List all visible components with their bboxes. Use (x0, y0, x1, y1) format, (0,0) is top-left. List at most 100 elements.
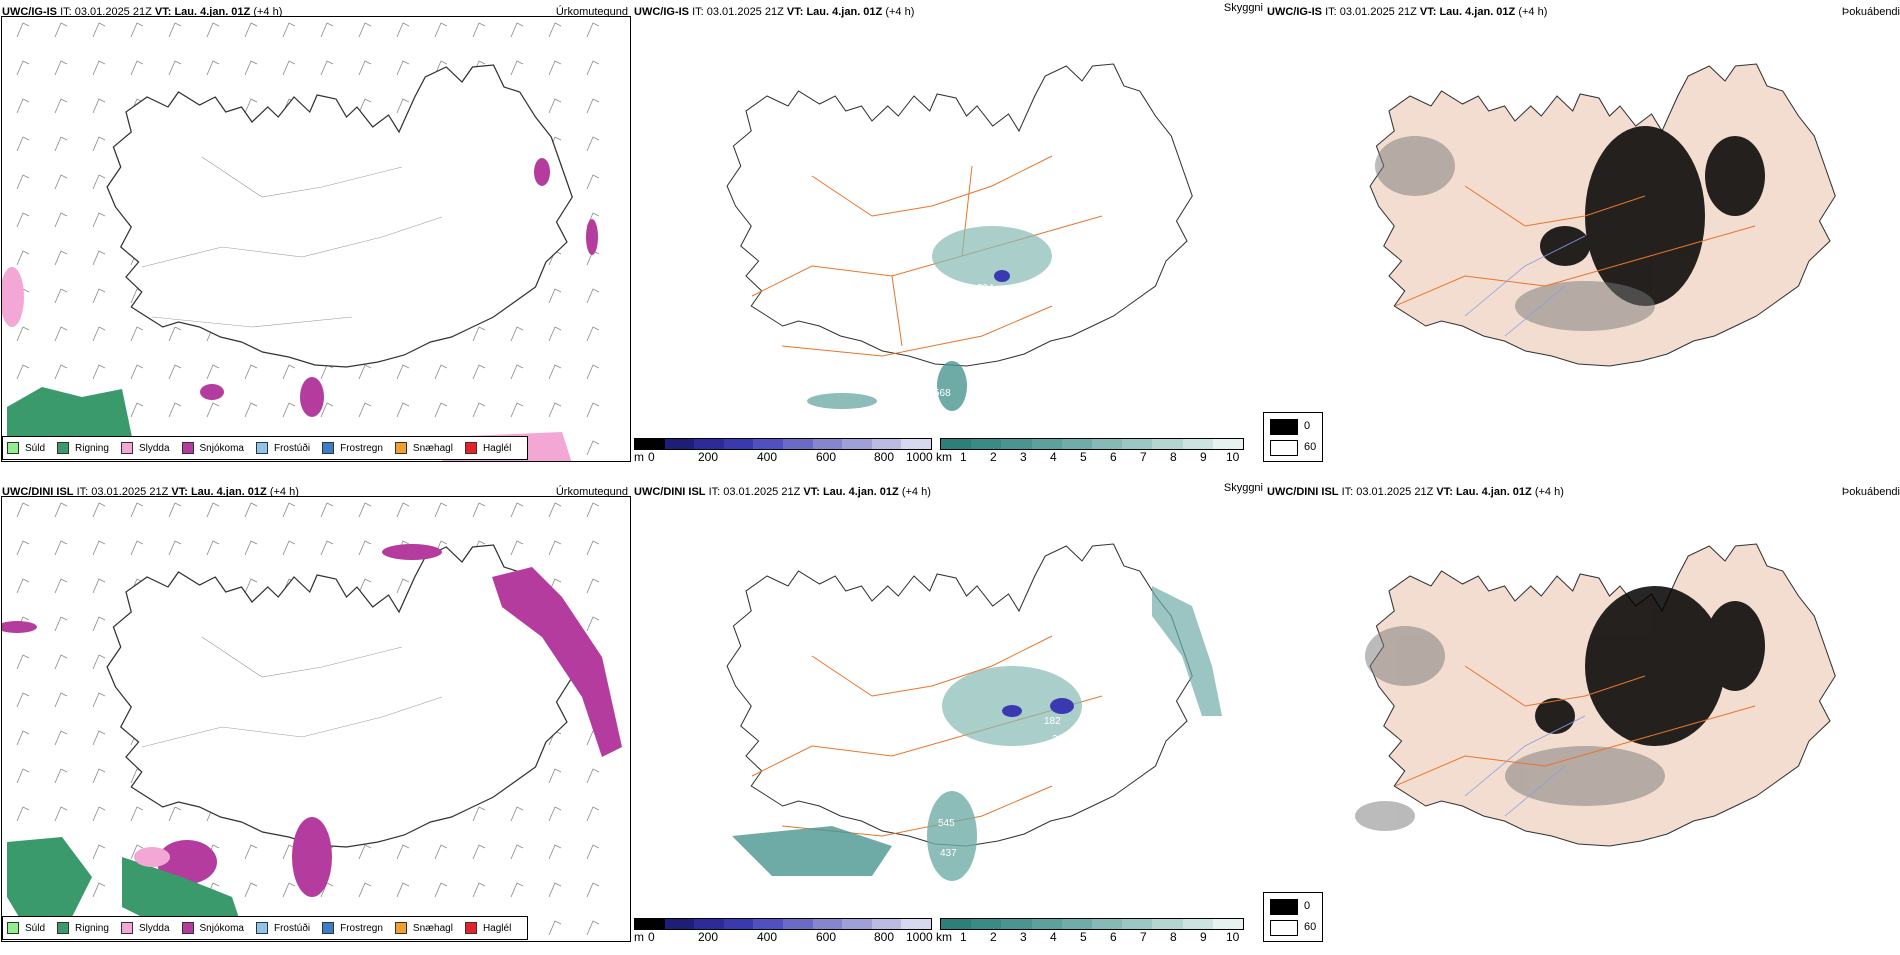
wind-barb (92, 364, 106, 380)
wind-barb (396, 502, 410, 518)
wind-barb (16, 174, 30, 190)
wind-barb (282, 540, 296, 556)
wind-barb (54, 60, 68, 76)
wind-barb (358, 60, 372, 76)
wind-barb (434, 364, 448, 380)
panel-title: Úrkomutegund (555, 486, 628, 498)
wind-barb (320, 502, 334, 518)
sky-label: 132 (1132, 246, 1149, 257)
wind-barb (244, 578, 258, 594)
wind-barb (16, 578, 30, 594)
wind-barb (396, 60, 410, 76)
wind-barb (168, 326, 182, 342)
panel-title: Skyggni (1223, 2, 1263, 14)
wind-barb (586, 920, 600, 936)
wind-barb (54, 326, 68, 342)
fog-indicator-panel: UWC/IG-IS IT: 03.01.2025 21Z VT: Lau. 4.… (1265, 0, 1900, 475)
sky-label: 537 (890, 858, 907, 869)
wind-barb (16, 654, 30, 670)
wind-barb (244, 98, 258, 114)
wind-barb (130, 806, 144, 822)
wind-barb (54, 578, 68, 594)
wind-barb (92, 288, 106, 304)
wind-barb (396, 364, 410, 380)
precip-type-panel: UWC/DINI ISL IT: 03.01.2025 21Z VT: Lau.… (0, 480, 632, 955)
fog-areas (1535, 586, 1765, 746)
legend-item: Súld (7, 922, 45, 934)
wind-barb (244, 502, 258, 518)
wind-barb (320, 402, 334, 418)
wind-barb (548, 502, 562, 518)
legend-item: Snjókoma (181, 922, 244, 934)
wind-barb (54, 136, 68, 152)
wind-barb (358, 882, 372, 898)
wind-barb (396, 844, 410, 860)
wind-barb (16, 212, 30, 228)
wind-barb (54, 806, 68, 822)
legend-item: Haglél (464, 922, 511, 934)
wind-barb (282, 402, 296, 418)
wind-barb (586, 502, 600, 518)
precip-map-canvas (2, 22, 600, 461)
wind-barb (586, 364, 600, 380)
wind-barb (16, 730, 30, 746)
wind-barb (92, 730, 106, 746)
wind-barb (54, 730, 68, 746)
height-colorbar (634, 918, 932, 930)
wind-barb (92, 502, 106, 518)
wind-barb (54, 288, 68, 304)
wind-barb (130, 402, 144, 418)
wind-barb (396, 98, 410, 114)
panel-title: Úrkomutegund (555, 6, 628, 18)
wind-barb (586, 60, 600, 76)
wind-barb (206, 502, 220, 518)
wind-barb (92, 882, 106, 898)
wind-barb (320, 22, 334, 38)
wind-barb (548, 22, 562, 38)
wind-barb (586, 136, 600, 152)
wind-barb (54, 212, 68, 228)
wind-barb (548, 364, 562, 380)
rain-area (7, 837, 92, 922)
precip-type-panel: UWC/IG-IS IT: 03.01.2025 21Z VT: Lau. 4.… (0, 0, 632, 475)
roads (751, 155, 1103, 357)
snow-area (300, 377, 324, 417)
wind-barb (510, 806, 524, 822)
roads (141, 636, 443, 748)
wind-barb (16, 540, 30, 556)
wind-barb (92, 578, 106, 594)
visibility-map: 204 132 568 (726, 63, 1193, 411)
wind-barb (510, 402, 524, 418)
wind-barb (510, 60, 524, 76)
panel-header: UWC/DINI ISL IT: 03.01.2025 21Z VT: Lau.… (2, 486, 299, 498)
wind-barb (16, 326, 30, 342)
wind-barb (244, 402, 258, 418)
wind-barb (548, 60, 562, 76)
wind-barb (54, 502, 68, 518)
wind-barb (168, 502, 182, 518)
forecast-row-ig-is: UWC/IG-IS IT: 03.01.2025 21Z VT: Lau. 4.… (0, 0, 1900, 475)
wind-barb (320, 364, 334, 380)
panel-header: UWC/IG-IS IT: 03.01.2025 21Z VT: Lau. 4.… (634, 6, 915, 18)
wind-barb (510, 326, 524, 342)
sky-label: 197 (1094, 726, 1111, 737)
wind-barb (92, 326, 106, 342)
precip-map-canvas (2, 502, 622, 936)
legend-item: Frostregn (322, 442, 383, 454)
wind-barb (92, 844, 106, 860)
wind-barb (282, 60, 296, 76)
precip-map (1, 496, 631, 942)
wind-barb (586, 402, 600, 418)
legend-item: Snjókoma (181, 442, 244, 454)
wind-barb (54, 364, 68, 380)
wind-barb (396, 402, 410, 418)
sleet-area (134, 847, 170, 867)
panel-title: Þokuábendi (1841, 486, 1900, 498)
wind-barb (586, 616, 600, 632)
wind-barb (396, 882, 410, 898)
legend-item: Frostúði (255, 442, 310, 454)
wind-barb (130, 364, 144, 380)
wind-barb (92, 60, 106, 76)
wind-barb (586, 440, 600, 456)
wind-barb (54, 98, 68, 114)
